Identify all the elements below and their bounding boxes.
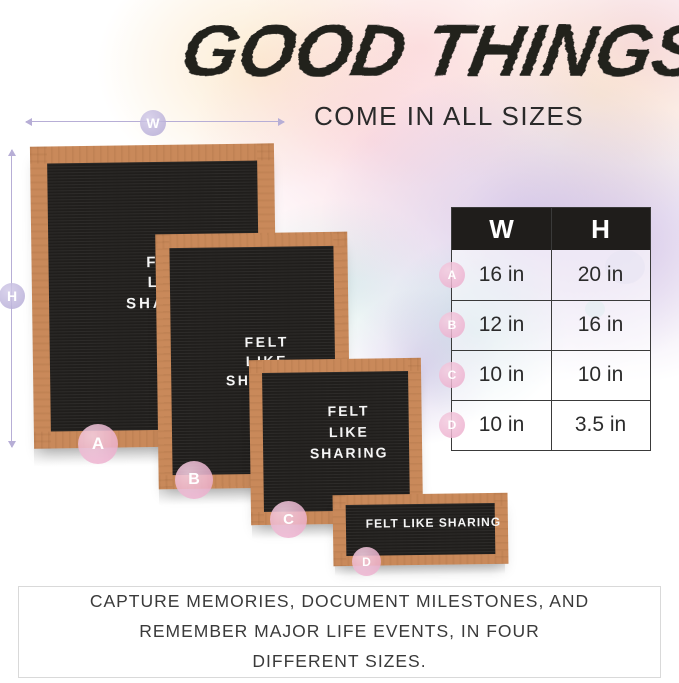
svg-text:GOOD THINGS: GOOD THINGS (184, 10, 679, 92)
